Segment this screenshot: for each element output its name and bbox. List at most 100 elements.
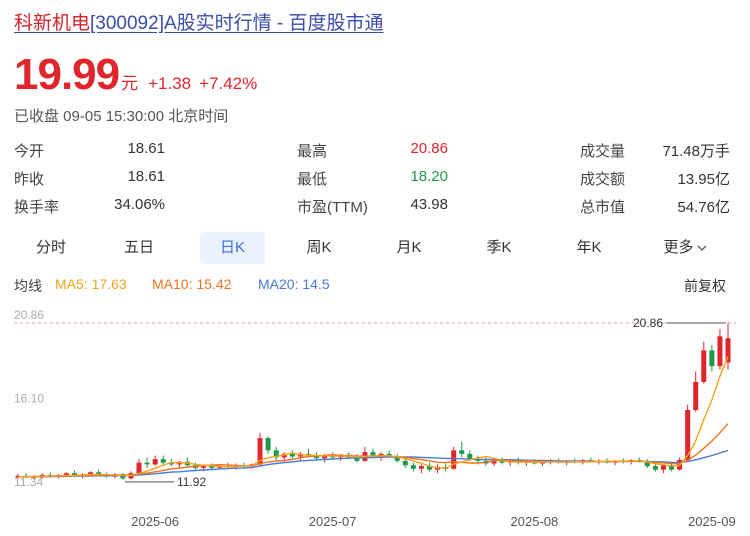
candle-body <box>354 457 360 461</box>
tab-label: 更多 <box>663 239 694 256</box>
chart-tabs: 分时 五日 日K 周K 月K 季K 年K 更多 <box>0 230 750 266</box>
candle-body <box>499 460 505 463</box>
stat-value: 18.61 <box>127 168 165 185</box>
candle-body <box>693 381 699 411</box>
tab-2[interactable]: 日K <box>200 232 265 264</box>
x-tick-label: 2025-07 <box>309 514 357 529</box>
price-change-pct: +7.42% <box>199 74 258 93</box>
x-tick-label: 2025-06 <box>131 514 179 529</box>
stat-value: 20.86 <box>410 140 448 157</box>
candle-body <box>467 453 473 460</box>
candle-body <box>88 472 94 475</box>
candle-body <box>426 466 432 470</box>
candle-body <box>717 336 723 367</box>
ma20-value: MA20: 14.5 <box>258 276 330 292</box>
candle-body <box>71 473 77 476</box>
tab-7[interactable]: 更多 <box>650 232 720 264</box>
ma5-line <box>18 356 729 478</box>
y-tick-label: 20.86 <box>14 308 44 322</box>
candle-body <box>644 460 650 467</box>
candle-body <box>378 453 384 456</box>
candle-body <box>418 466 424 469</box>
candle-body <box>709 350 715 367</box>
y-tick-label: 11.34 <box>14 475 43 489</box>
tab-label: 分时 <box>35 239 66 256</box>
y-tick-label: 16.10 <box>14 392 44 406</box>
ma10-value: MA10: 15.42 <box>152 276 232 292</box>
stat-label: 最高 <box>297 143 328 160</box>
ma5-value: MA5: 17.63 <box>55 276 127 292</box>
stat-label: 换手率 <box>14 199 60 216</box>
min-annotation-label: 11.92 <box>177 475 206 489</box>
candle-body <box>257 438 263 465</box>
stat-label: 市盈(TTM) <box>297 199 368 216</box>
price-row: 19.99 元 +1.38 +7.42% <box>14 50 257 102</box>
candle-body <box>725 338 731 363</box>
max-annotation-label: 20.86 <box>633 316 663 330</box>
tab-1[interactable]: 五日 <box>110 232 168 264</box>
tab-4[interactable]: 月K <box>380 232 438 264</box>
candle-body <box>410 465 416 469</box>
stat-label: 最低 <box>297 171 328 188</box>
stat-value: 18.20 <box>410 168 448 185</box>
candle-body <box>168 462 174 465</box>
candle-body <box>209 466 215 468</box>
candle-body <box>459 450 465 454</box>
current-price: 19.99 <box>14 50 120 99</box>
candle-body <box>322 455 328 459</box>
stat-label: 今开 <box>14 143 45 160</box>
ma-label: 均线 <box>14 278 42 294</box>
tab-label: 年K <box>576 239 602 256</box>
stat-value: 18.61 <box>127 140 165 157</box>
candle-body <box>652 466 658 470</box>
price-change: +1.38 <box>148 74 192 93</box>
candle-body <box>491 460 497 464</box>
stat-value: 43.98 <box>410 196 448 213</box>
stat-value: 54.76亿 <box>677 199 730 216</box>
candle-body <box>314 455 320 459</box>
chevron-down-icon <box>697 245 706 251</box>
tab-label: 五日 <box>123 239 154 256</box>
stat-value: 34.06% <box>114 196 165 213</box>
x-tick-label: 2025-08 <box>511 514 559 529</box>
candle-body <box>265 438 271 451</box>
tab-0[interactable]: 分时 <box>22 232 80 264</box>
tab-label: 季K <box>486 239 512 256</box>
candle-body <box>96 472 102 475</box>
candle-body <box>701 350 707 382</box>
candle-body <box>144 462 150 465</box>
candle-body <box>394 456 400 461</box>
stat-label: 成交额 <box>580 171 626 188</box>
stat-value: 71.48万手 <box>662 143 730 160</box>
candle-body <box>63 473 69 475</box>
stat-value: 13.95亿 <box>677 171 730 188</box>
adjust-button[interactable]: 前复权 <box>684 278 726 294</box>
candle-body <box>201 466 207 468</box>
candle-body <box>685 410 691 461</box>
stat-label: 总市值 <box>580 199 626 216</box>
candle-body <box>289 453 295 457</box>
title-rest: [300092]A股实时行情 - 百度股市通 <box>90 13 384 34</box>
candle-body <box>669 465 675 470</box>
tab-label: 月K <box>396 239 422 256</box>
market-status: 已收盘 09-05 15:30:00 北京时间 <box>14 108 229 125</box>
stat-label: 成交量 <box>580 143 626 160</box>
tab-label: 周K <box>306 239 332 256</box>
candle-body <box>273 450 279 458</box>
stock-name: 科新机电 <box>14 13 91 34</box>
x-tick-label: 2025-09 <box>688 514 736 529</box>
candle-body <box>451 450 457 469</box>
candle-body <box>660 465 666 470</box>
candle-body <box>152 459 158 465</box>
page-title-link[interactable]: 科新机电[300092]A股实时行情 - 百度股市通 <box>14 8 384 35</box>
tab-6[interactable]: 年K <box>560 232 618 264</box>
tab-3[interactable]: 周K <box>290 232 348 264</box>
candle-body <box>160 459 166 463</box>
stat-label: 昨收 <box>14 171 45 188</box>
kline-chart[interactable]: 20.86 16.10 11.34 2025-06 2025-07 2025-08 2025… <box>0 300 750 536</box>
candle-body <box>402 460 408 466</box>
price-unit: 元 <box>121 74 139 93</box>
candle-body <box>370 452 376 456</box>
candle-body <box>136 462 142 474</box>
tab-5[interactable]: 季K <box>470 232 528 264</box>
